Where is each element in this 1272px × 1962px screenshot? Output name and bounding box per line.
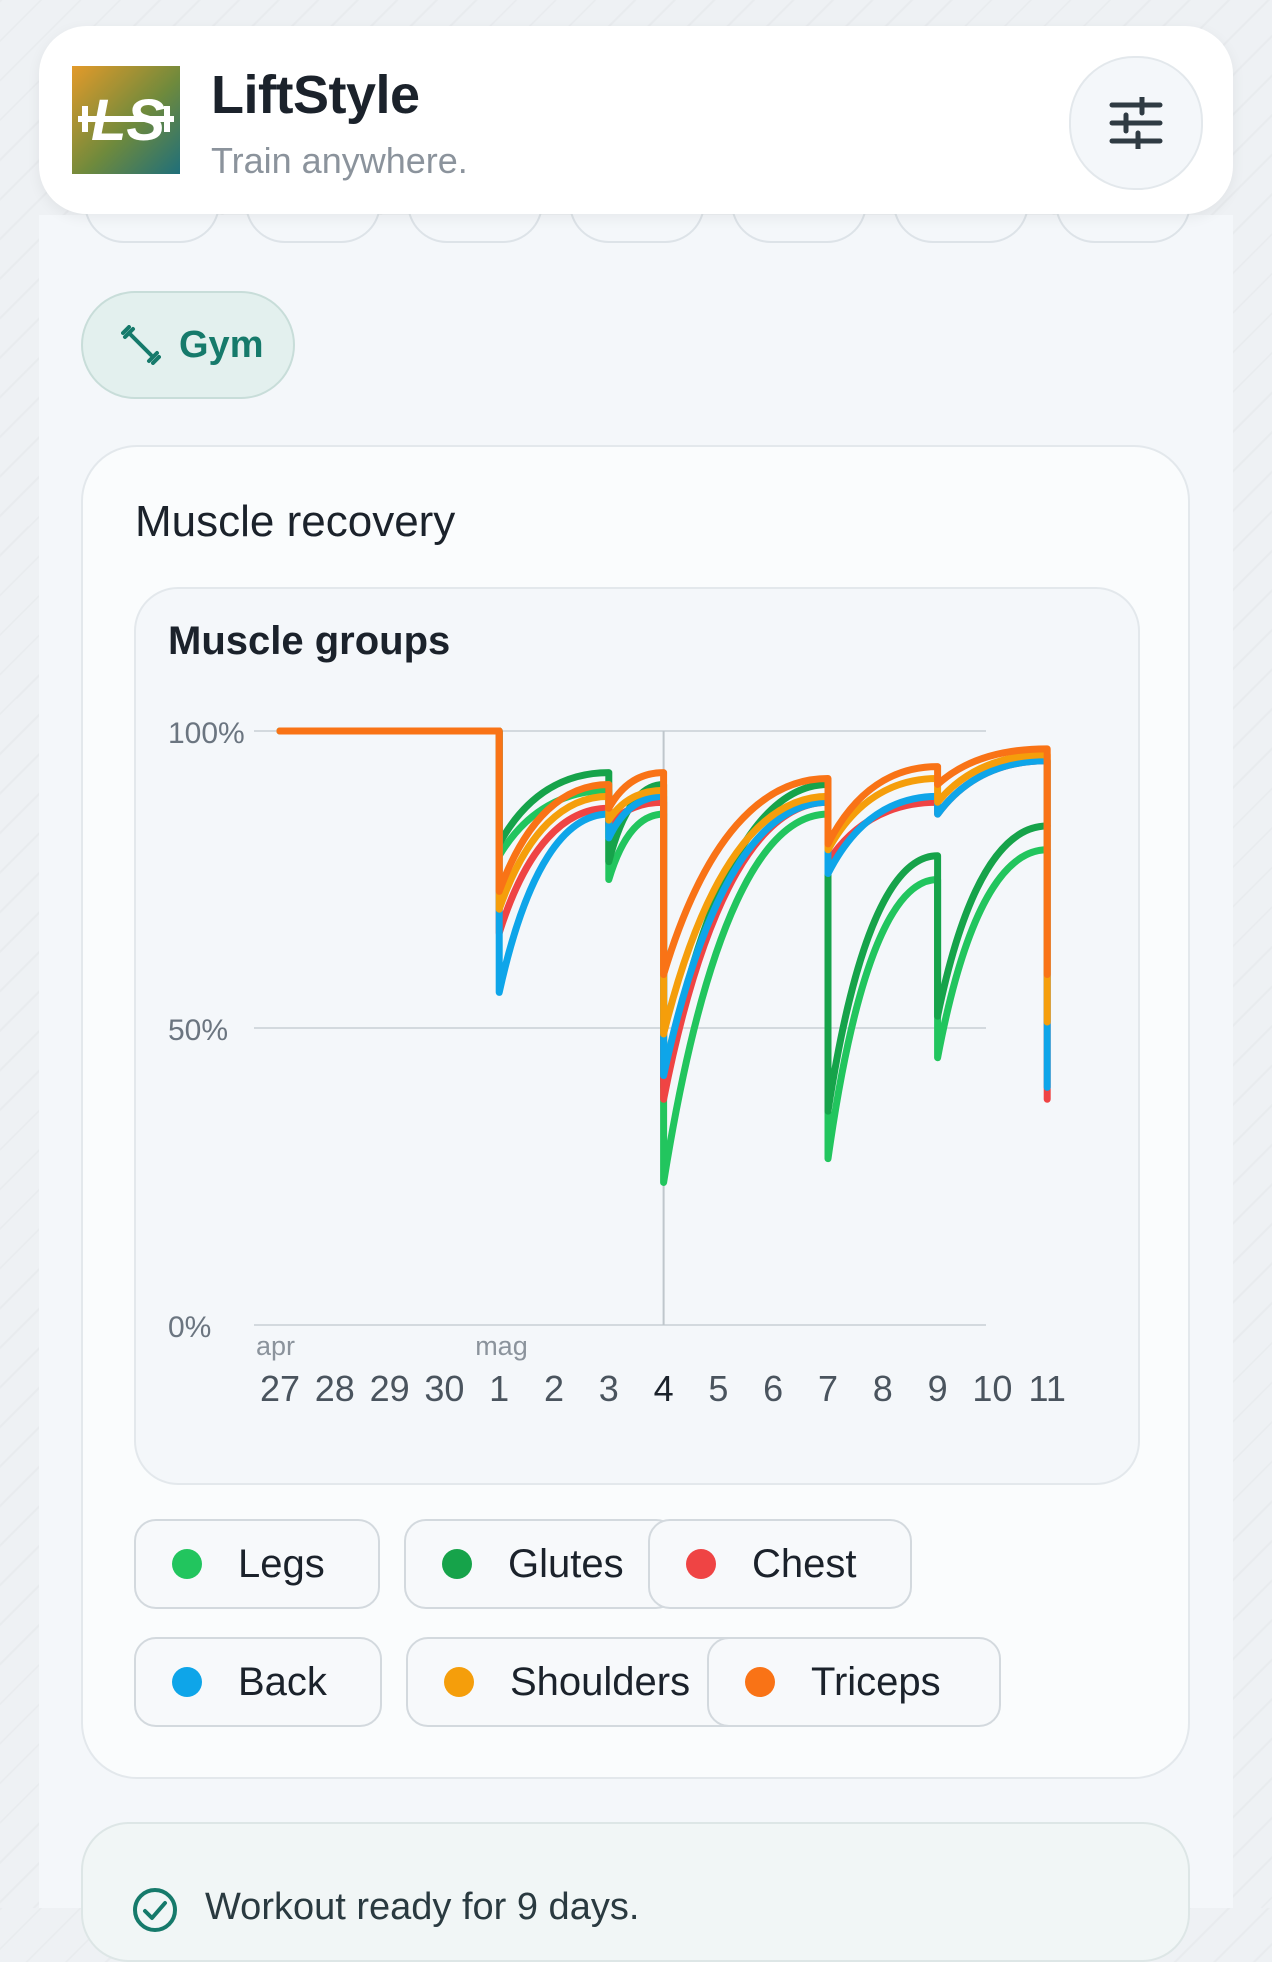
series-shoulders [276,727,1051,1038]
legend-label: Chest [752,1541,857,1586]
month-label: mag [475,1331,528,1361]
x-tick-label: 4 [654,1368,674,1409]
legend-label: Triceps [811,1659,941,1704]
legend-label: Back [238,1659,327,1704]
series-back [276,727,1051,1091]
muscle-groups-chart: Muscle groups 100% 50% 0% 27 28 29 30 1 2 3 4 5 6 7 8 9… [134,587,1140,1485]
y-tick-label: 0% [168,1311,211,1344]
settings-button[interactable] [1069,56,1203,190]
x-tick-label: 8 [873,1368,893,1409]
legend-color-dot [172,1667,202,1697]
legend-color-dot [444,1667,474,1697]
x-tick-label: 29 [370,1368,410,1409]
legend-item-back[interactable]: Back [134,1637,382,1727]
x-tick-label: 1 [489,1368,509,1409]
mode-label: Gym [179,323,264,366]
gym-mode-chip[interactable]: Gym [81,291,295,399]
x-tick-label: 9 [928,1368,948,1409]
workout-ready-banner: Workout ready for 9 days. [81,1822,1190,1962]
x-tick-label: 11 [1029,1368,1066,1409]
series-glutes [276,727,1051,1115]
dumbbell-icon [121,325,161,365]
legend-item-glutes[interactable]: Glutes [404,1519,678,1609]
series-triceps [276,727,1051,979]
app-title: LiftStyle [211,65,420,125]
muscle-recovery-card: Muscle recovery Muscle groups 100% 50% 0% 2… [81,445,1190,1779]
legend-color-dot [745,1667,775,1697]
legend-color-dot [442,1549,472,1579]
month-label: apr [256,1331,295,1361]
check-circle-icon [133,1888,177,1932]
x-tick-label: 28 [315,1368,355,1409]
legend-label: Legs [238,1541,325,1586]
app-logo: LS [72,66,180,174]
y-tick-label: 50% [168,1014,228,1047]
x-tick-label: 3 [599,1368,619,1409]
sliders-icon [1109,97,1163,149]
legend-item-shoulders[interactable]: Shoulders [406,1637,752,1727]
legend-item-chest[interactable]: Chest [648,1519,912,1609]
y-tick-label: 100% [168,717,245,750]
x-tick-label: 2 [544,1368,564,1409]
legend-item-triceps[interactable]: Triceps [707,1637,1001,1727]
chart-title: Muscle groups [168,619,451,663]
card-title: Muscle recovery [135,497,456,546]
x-tick-label: 5 [708,1368,728,1409]
recovery-chart-svg: 100% 50% 0% 27 28 29 30 1 2 3 4 5 6 7 8 9 10 11 apr mag [168,717,1066,1409]
x-tick-label: 30 [424,1368,464,1409]
legend-label: Shoulders [510,1659,691,1704]
x-tick-label: 7 [818,1368,838,1409]
x-tick-label: 6 [763,1368,783,1409]
x-tick-label: 10 [972,1368,1012,1409]
legend-label: Glutes [508,1541,624,1586]
x-tick-label: 27 [260,1368,300,1409]
svg-text:LS: LS [91,88,165,153]
legend-color-dot [172,1549,202,1579]
app-subtitle: Train anywhere. [211,140,468,181]
app-header: LS LiftStyle Train anywhere. [39,26,1233,214]
legend-color-dot [686,1549,716,1579]
legend-item-legs[interactable]: Legs [134,1519,380,1609]
